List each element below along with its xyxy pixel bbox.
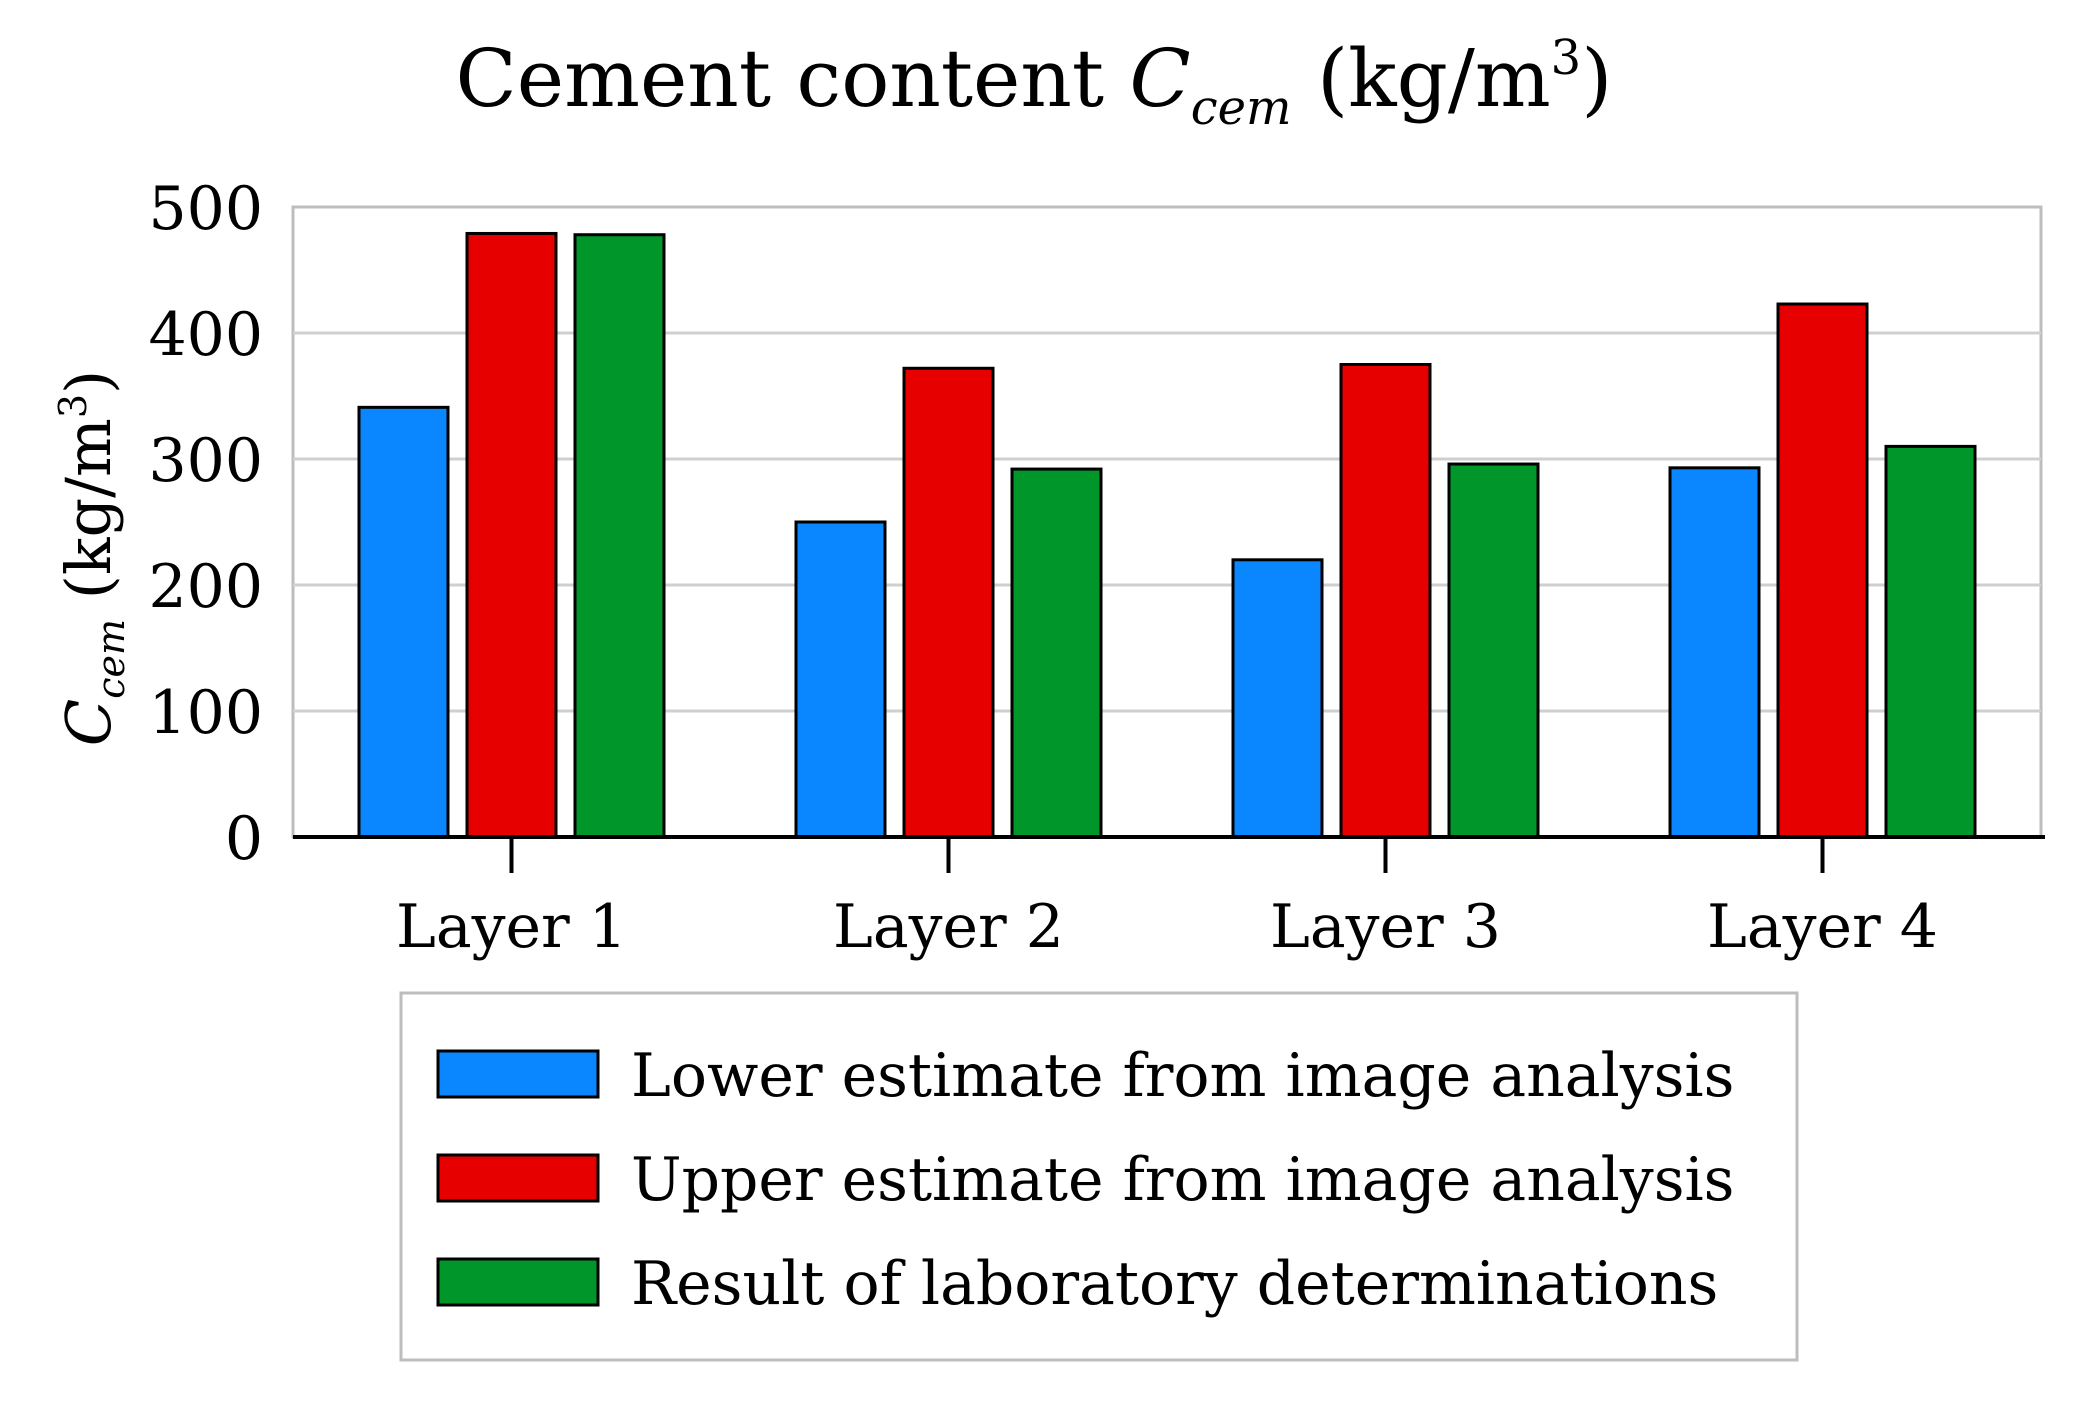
chart-title-unit: (kg/m xyxy=(1292,32,1551,125)
y-tick-label: 100 xyxy=(148,678,263,748)
y-axis-label-subscript: cem xyxy=(89,619,133,699)
bar xyxy=(573,233,666,839)
y-tick-label: 200 xyxy=(148,552,263,622)
y-tick-label: 400 xyxy=(148,300,263,370)
bar xyxy=(1231,558,1324,839)
legend-swatch xyxy=(436,1049,600,1099)
legend: Lower estimate from image analysis Upper … xyxy=(399,991,1799,1362)
chart-title-symbol: C xyxy=(1130,32,1191,125)
bar xyxy=(1339,363,1432,839)
chart-title-main: Cement content xyxy=(456,32,1130,125)
bar xyxy=(1668,466,1761,839)
chart-title-subscript: cem xyxy=(1191,80,1292,136)
x-tick-label: Layer 1 xyxy=(396,892,627,962)
y-tick-label: 500 xyxy=(148,174,263,244)
bar xyxy=(1884,444,1977,839)
y-axis-label-unit-exp: 3 xyxy=(51,394,95,418)
bar xyxy=(902,366,995,839)
x-tick-label: Layer 3 xyxy=(1270,892,1501,962)
y-axis-label: Ccem (kg/m3) xyxy=(51,370,133,747)
y-axis-label-unit-close: ) xyxy=(52,370,125,394)
legend-label: Lower estimate from image analysis xyxy=(631,1041,1734,1111)
chart-title: Cement content Ccem (kg/m3) xyxy=(456,30,1613,136)
y-tick-label: 0 xyxy=(225,804,263,874)
y-axis-label-unit: (kg/m xyxy=(52,418,125,619)
bar xyxy=(1776,302,1869,839)
legend-swatch xyxy=(436,1257,600,1307)
legend-label: Upper estimate from image analysis xyxy=(631,1145,1734,1215)
chart-title-unit-exp: 3 xyxy=(1551,30,1582,86)
y-tick-label: 300 xyxy=(148,426,263,496)
x-tick-label: Layer 4 xyxy=(1707,892,1938,962)
y-axis-label-symbol: C xyxy=(52,699,125,746)
x-tick-label: Layer 2 xyxy=(833,892,1064,962)
bar xyxy=(357,405,450,839)
legend-swatch xyxy=(436,1153,600,1203)
bar xyxy=(1010,467,1103,839)
legend-frame xyxy=(399,991,1799,1362)
bar xyxy=(1447,462,1540,839)
plot-area: 0 100 200 300 400 500 Layer 1 Layer 2 Layer 3 Lay… xyxy=(148,174,2045,962)
legend-label: Result of laboratory determinations xyxy=(631,1249,1718,1319)
bar xyxy=(465,231,558,839)
bar xyxy=(794,520,887,839)
chart-title-unit-close: ) xyxy=(1581,32,1612,125)
